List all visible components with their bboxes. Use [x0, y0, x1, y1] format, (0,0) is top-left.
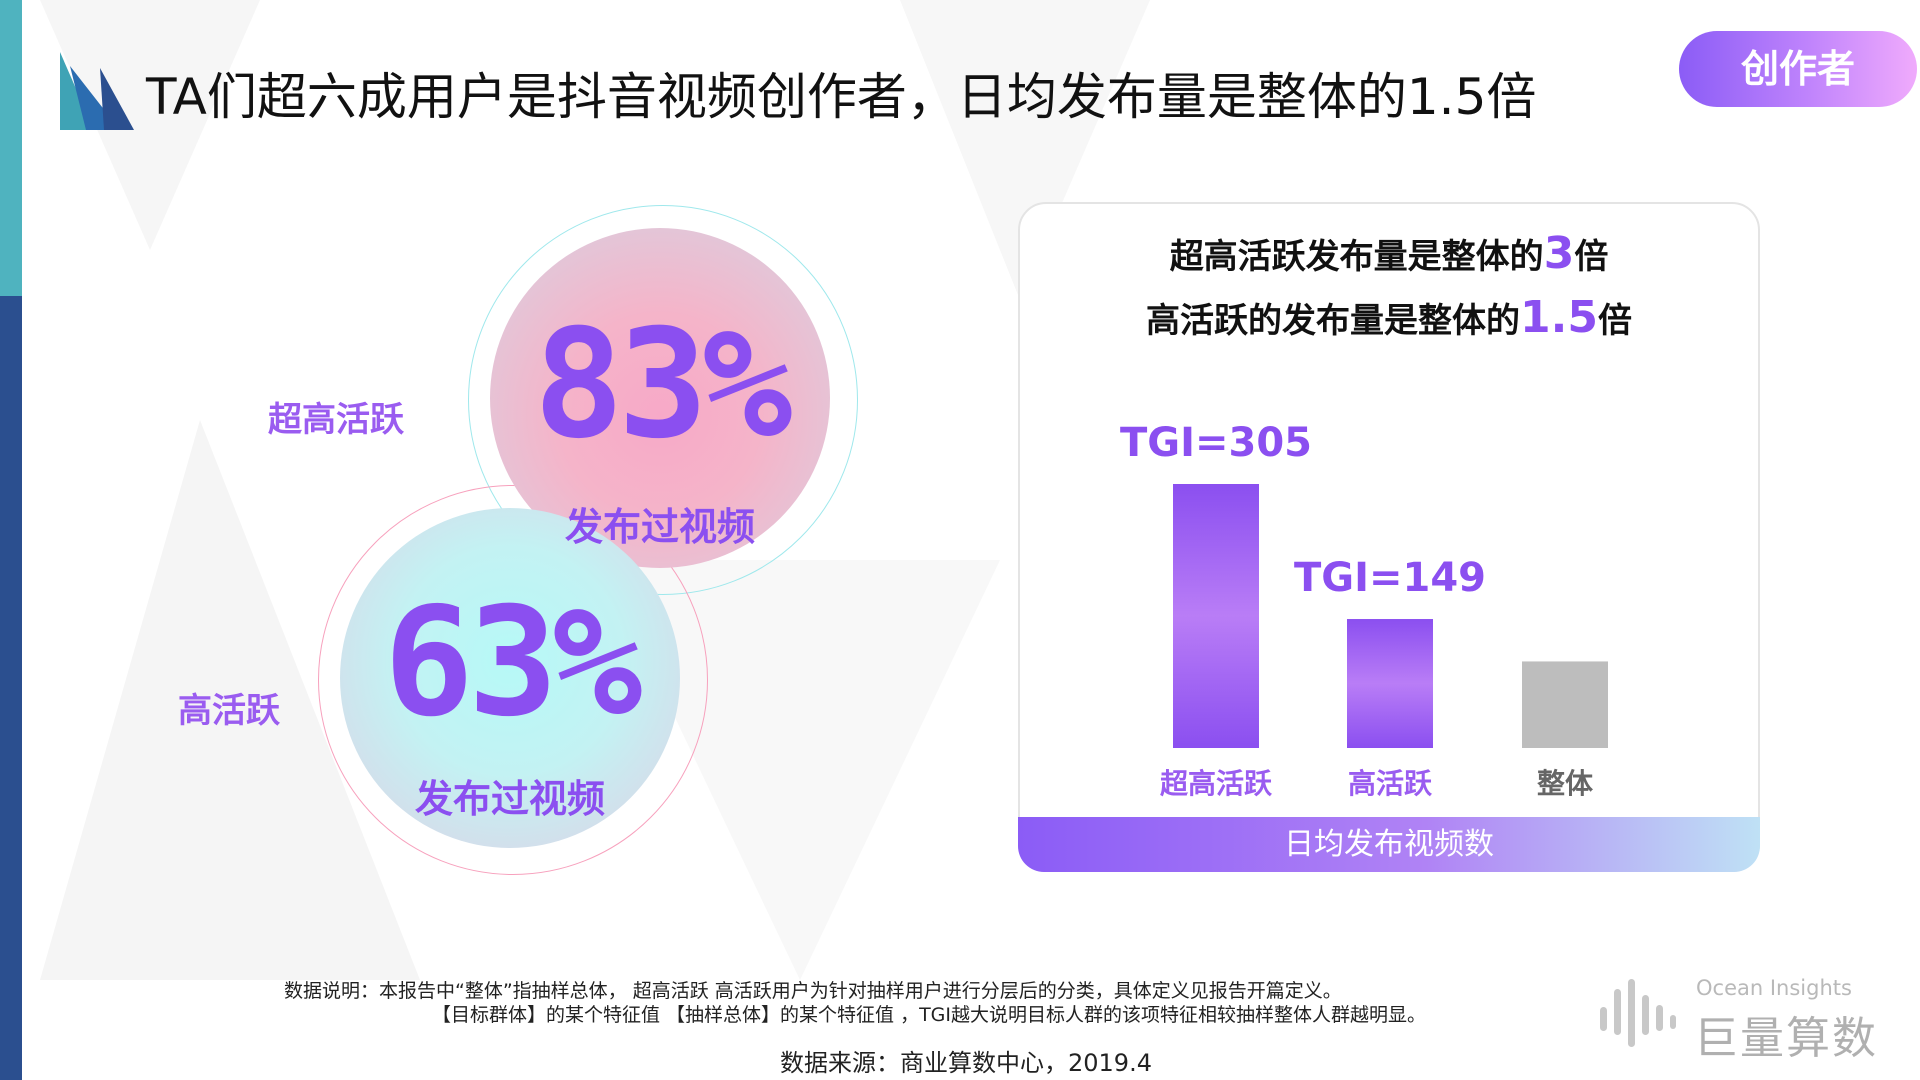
- percent-super-active: 83%: [533, 298, 793, 472]
- headline-1-pre: 超高活跃发布量是整体的: [1169, 237, 1544, 277]
- headline-1-number: 3: [1543, 228, 1575, 279]
- headline-2-pre: 高活跃的发布量是整体的: [1146, 301, 1521, 341]
- circle-high-active: [340, 508, 680, 848]
- label-super-active: 超高活跃: [268, 400, 404, 440]
- headline-2-number: 1.5: [1520, 292, 1598, 343]
- caption-high-active: 发布过视频: [414, 777, 605, 821]
- chart-panel: [1018, 202, 1760, 872]
- ring-outline-bottom: [318, 485, 708, 875]
- category-label-3: 整体: [1537, 767, 1594, 800]
- brand-chinese: 巨量算数: [1694, 1013, 1878, 1064]
- report-logo-icon: [60, 52, 134, 130]
- left-accent-bar-top: [0, 0, 22, 296]
- category-label-1: 超高活跃: [1160, 767, 1273, 800]
- chart-footer-band: [1018, 817, 1760, 872]
- ocean-insights-logo-icon: [1600, 979, 1676, 1047]
- chart-xlabel: 日均发布视频数: [1284, 827, 1494, 862]
- brand-english: Ocean Insights: [1696, 976, 1852, 1000]
- data-label-1: TGI=305: [1120, 420, 1312, 466]
- label-high-active: 高活跃: [178, 691, 280, 731]
- headline-1: 超高活跃发布量是整体的3倍: [1018, 228, 1760, 279]
- data-note-line-2: 【目标群体】的某个特征值 【抽样总体】的某个特征值 ，TGI越大说明目标人群的该…: [432, 1004, 1427, 1026]
- headline-1-post: 倍: [1574, 237, 1609, 277]
- category-label-2: 高活跃: [1348, 767, 1433, 800]
- headline-2-post: 倍: [1597, 301, 1632, 341]
- data-source: 数据来源：商业算数中心，2019.4: [780, 1049, 1152, 1077]
- headline-2: 高活跃的发布量是整体的1.5倍: [1018, 292, 1760, 343]
- left-accent-bar-bottom: [0, 296, 22, 1080]
- bar-2: [1347, 619, 1433, 748]
- caption-super-active: 发布过视频: [564, 505, 755, 549]
- data-note-line-1: 数据说明：本报告中“整体”指抽样总体， 超高活跃 高活跃用户为针对抽样用户进行分…: [284, 980, 1342, 1002]
- bar-1: [1173, 484, 1259, 748]
- bar-3: [1522, 661, 1608, 748]
- category-tag: 创作者: [1679, 31, 1917, 107]
- percent-high-active: 63%: [383, 576, 643, 750]
- data-label-2: TGI=149: [1294, 555, 1486, 601]
- page-title: TA们超六成用户是抖音视频创作者，日均发布量是整体的1.5倍: [146, 68, 1537, 126]
